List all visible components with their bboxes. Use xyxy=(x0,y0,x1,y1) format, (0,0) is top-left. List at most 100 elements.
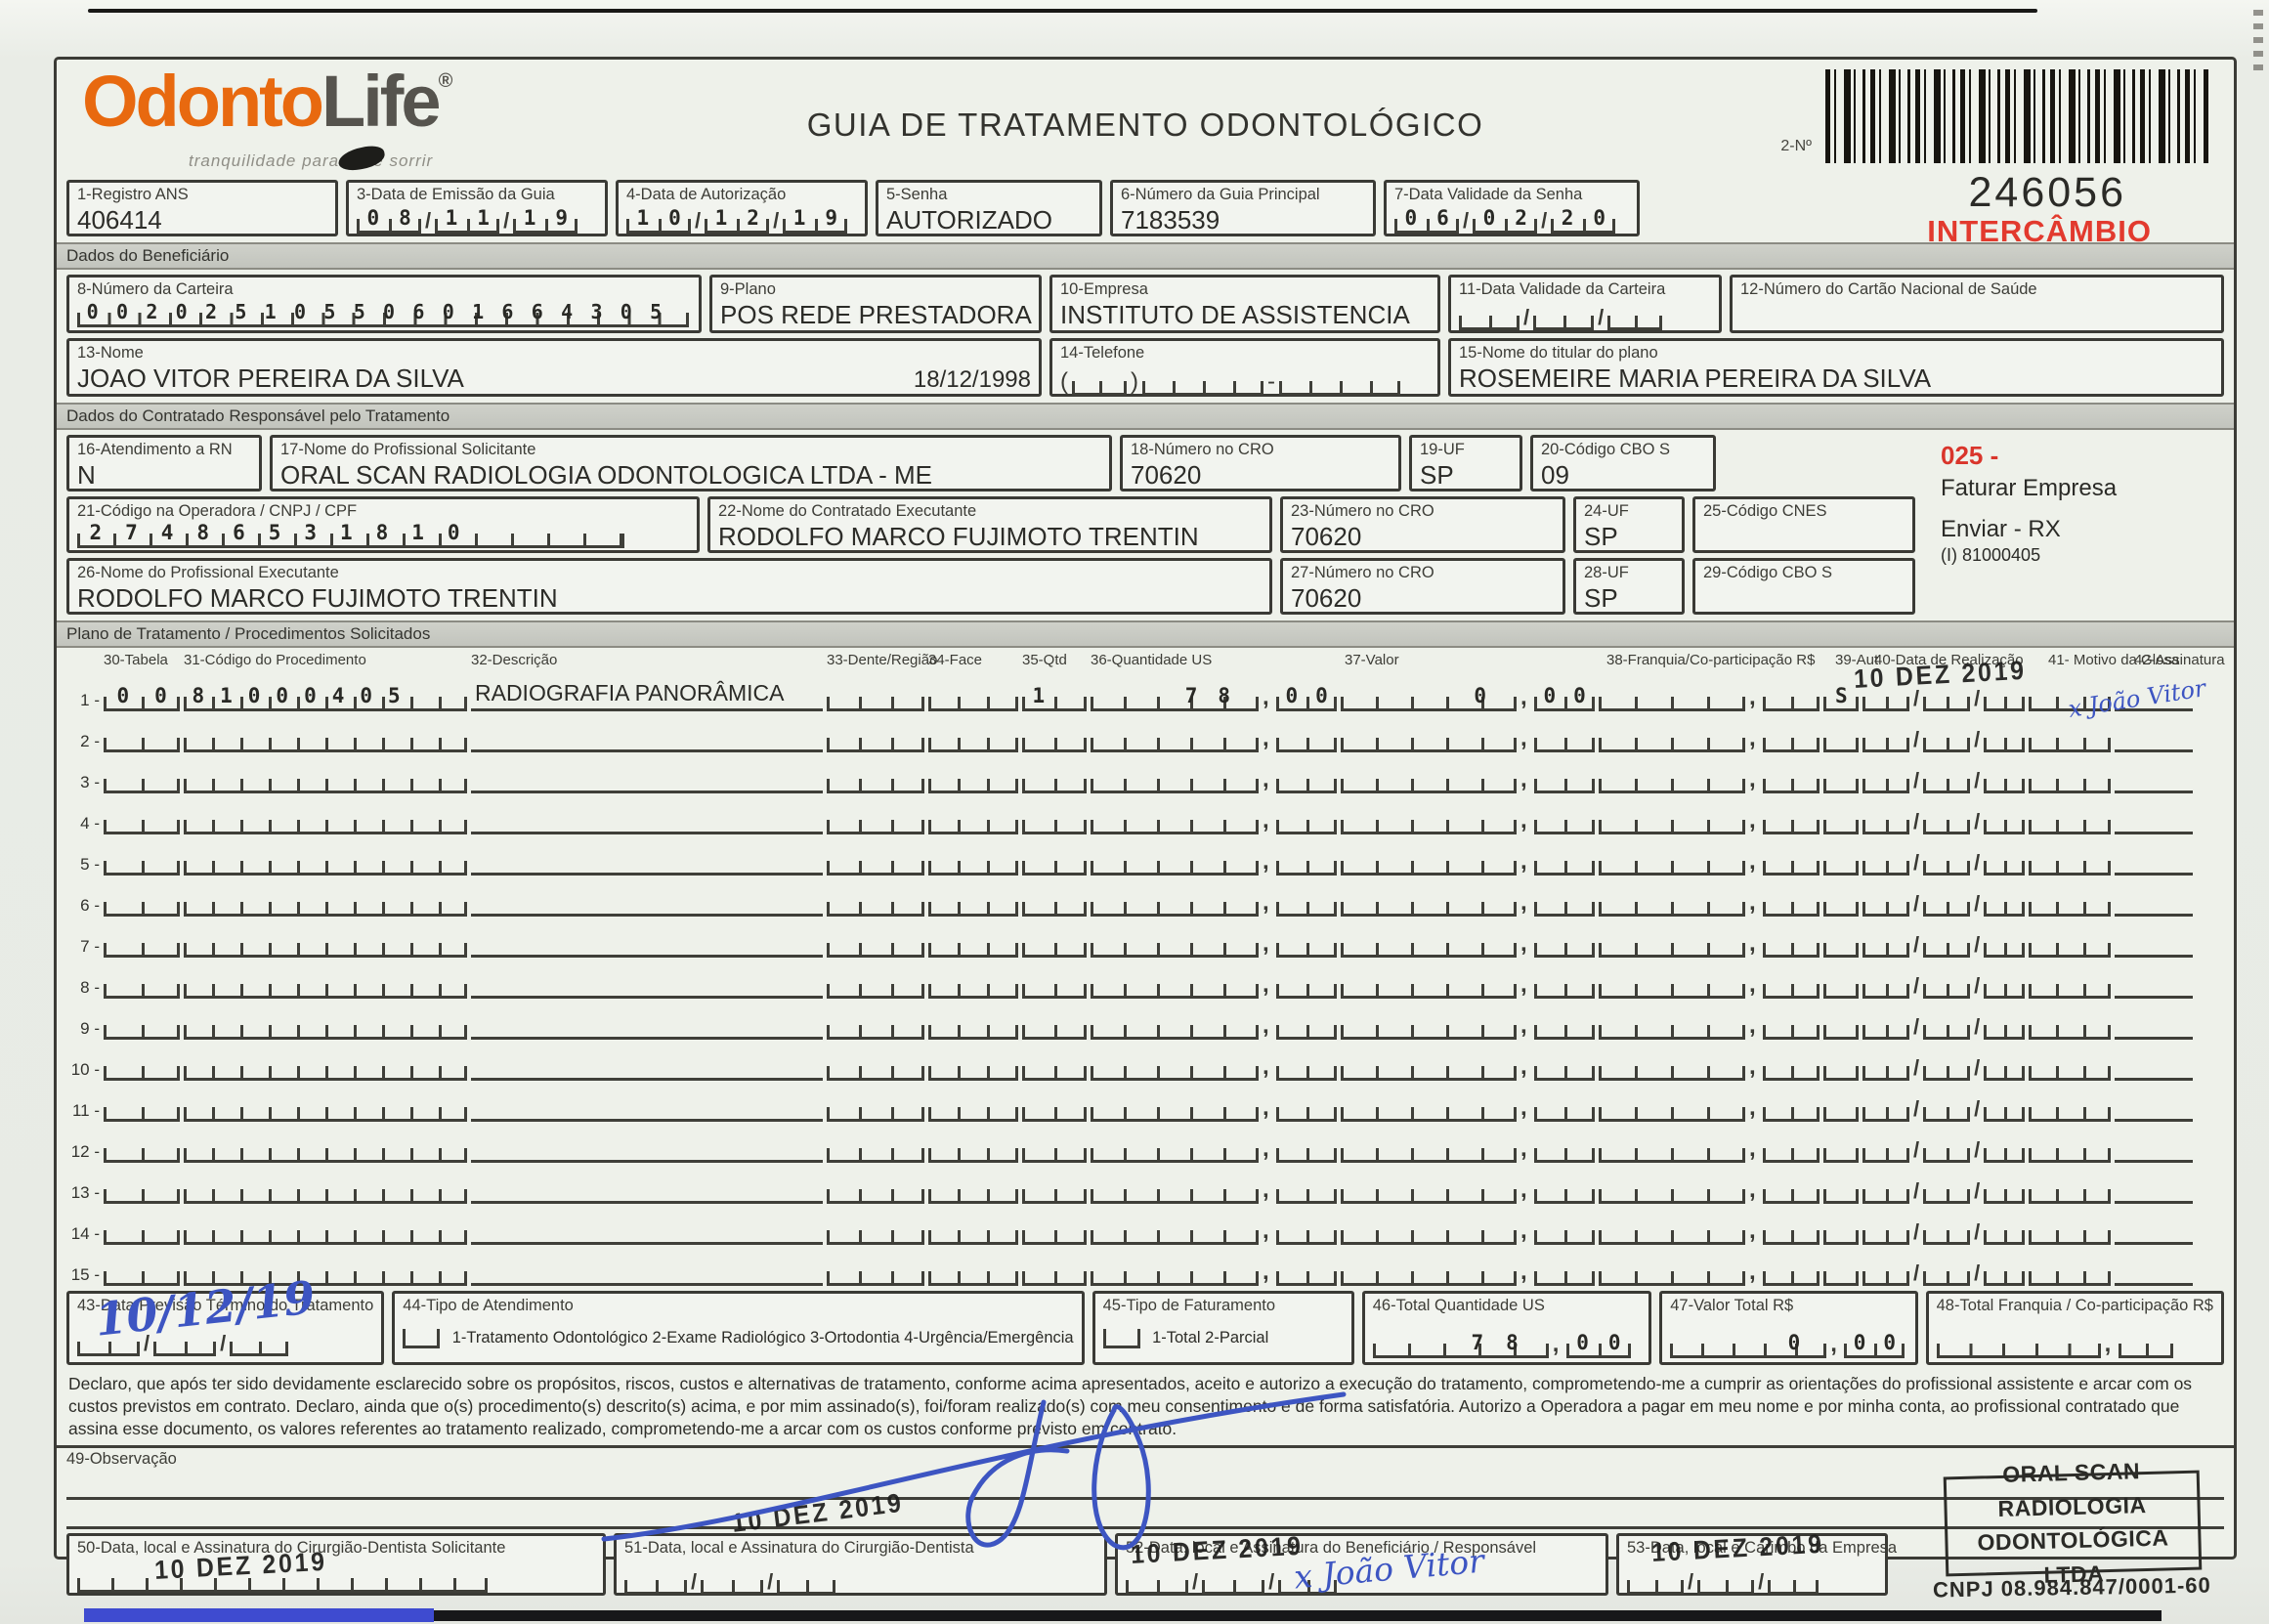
field-telefone: 14-Telefone xyxy=(1049,338,1440,397)
col-face: 34-Face xyxy=(928,652,983,668)
senha-value: AUTORIZADO xyxy=(886,205,1052,235)
field-cro-solicitante: 18-Número no CRO 70620 xyxy=(1120,435,1401,491)
col-franquia: 38-Franquia/Co-participação R$ xyxy=(1606,652,1816,668)
col-qtd: 35-Qtd xyxy=(1022,652,1067,668)
scan-edge-artifact-bottom xyxy=(434,1610,2162,1621)
cro-profissional-value: 70620 xyxy=(1291,583,1362,613)
field-codigo-operadora: 21-Código na Operadora / CNPJ / CPF 2748… xyxy=(66,496,700,553)
totals-row: 43-Data Previsão Término do Tratamento 1… xyxy=(66,1270,2224,1365)
form-header: OdontoLife® tranquilidade para você sorr… xyxy=(57,60,2234,248)
field-uf-solicitante: 19-UF SP xyxy=(1409,435,1522,491)
beneficiario-row-2: 13-Nome JOAO VITOR PEREIRA DA SILVA 18/1… xyxy=(66,338,2224,397)
empresa-value: INSTITUTO DE ASSISTENCIA xyxy=(1060,300,1410,329)
uf-profissional-value: SP xyxy=(1584,583,1618,613)
uf-solicitante-value: SP xyxy=(1420,460,1454,490)
section-dados-beneficiario: Dados do Beneficiário xyxy=(57,242,2234,270)
procedure-row-empty: 3 xyxy=(57,752,2234,793)
procedure-row-empty: 6 xyxy=(57,876,2234,917)
field-data-emissao: 3-Data de Emissão da Guia 08 11 19 xyxy=(346,180,608,236)
registered-mark-icon: ® xyxy=(438,70,453,92)
procedure-row-empty: 8 xyxy=(57,958,2234,999)
observacao-line-1 xyxy=(66,1497,2224,1501)
section-plano-tratamento: Plano de Tratamento / Procedimentos Soli… xyxy=(57,620,2234,648)
company-stamp-line1: ORAL SCAN RADIOLOGIA xyxy=(1997,1458,2147,1521)
stamp-box52: 10 DEZ 2019 xyxy=(1130,1531,1305,1570)
field-empresa: 10-Empresa INSTITUTO DE ASSISTENCIA xyxy=(1049,275,1440,333)
contratado-row-3: 26-Nome do Profissional Executante RODOL… xyxy=(66,558,1982,615)
annotation-line1: Faturar Empresa xyxy=(1941,475,2118,501)
titular-plano-value: ROSEMEIRE MARIA PEREIRA DA SILVA xyxy=(1459,363,1932,393)
observacao-line-2 xyxy=(66,1526,2224,1530)
gto-form: OdontoLife® tranquilidade para você sorr… xyxy=(54,57,2237,1597)
row1-tabela-comb: 00 xyxy=(104,684,180,711)
signature-footer-row: 50-Data, local e Assinatura do Cirurgião… xyxy=(66,1488,2224,1597)
logo-life: Life xyxy=(321,61,442,142)
cbo-solicitante-value: 09 xyxy=(1541,460,1569,490)
header-fields-row: 1-Registro ANS 406414 3-Data de Emissão … xyxy=(66,180,2224,236)
data-autorizacao-combs: 10 12 19 xyxy=(626,206,857,234)
field-assinatura-dentista: 51-Data, local e Assinatura do Cirurgião… xyxy=(614,1488,1107,1597)
scan-edge-artifact-top xyxy=(88,9,2037,13)
procedure-empty-rows: 2 xyxy=(57,711,2234,1286)
procedure-row-empty: 15 xyxy=(57,1245,2234,1286)
atendimento-rn-value: N xyxy=(77,460,96,490)
procedure-row-empty: 5 xyxy=(57,834,2234,876)
logo-odonto: Odonto xyxy=(82,61,324,142)
col-tabela: 30-Tabela xyxy=(104,652,168,668)
field-total-franquia: 48-Total Franquia / Co-participação R$ xyxy=(1925,1291,2224,1365)
field-carimbo-empresa: 53-Data, local e Carimbo da Empresa 10 D… xyxy=(1616,1529,1897,1597)
procedure-row-1: 1 00 81000405 RADIOGRAFIA PANORÂMICA 1 7… xyxy=(57,656,2234,723)
field-guia-principal: 6-Número da Guia Principal 7183539 xyxy=(1110,180,1376,236)
col-valor: 37-Valor xyxy=(1345,652,1399,668)
field-uf-executante: 24-UF SP xyxy=(1573,496,1685,553)
field-uf-profissional: 28-UF SP xyxy=(1573,558,1685,615)
nome-beneficiario-value: JOAO VITOR PEREIRA DA SILVA xyxy=(77,363,464,393)
col-motivo-glosa: 41- Motivo da Glosa xyxy=(2048,652,2180,668)
field-contratado-executante: 22-Nome do Contratado Executante RODOLFO… xyxy=(707,496,1272,553)
section-dados-contratado: Dados do Contratado Responsável pelo Tra… xyxy=(57,403,2234,430)
validade-senha-combs: 06 02 20 xyxy=(1394,206,1629,234)
field-assinatura-beneficiario: 52-Data, local e Assinatura do Beneficiá… xyxy=(1115,1531,1608,1597)
field-observacao: 49-Observação xyxy=(57,1445,2234,1530)
field-senha: 5-Senha AUTORIZADO xyxy=(876,180,1102,236)
annotation-code: 025 - xyxy=(1941,441,1999,470)
contratado-row-2: 21-Código na Operadora / CNPJ / CPF 2748… xyxy=(66,496,1982,553)
field-plano: 9-Plano POS REDE PRESTADORA xyxy=(709,275,1042,333)
procedure-row-empty: 7 xyxy=(57,917,2234,958)
field-cro-profissional: 27-Número no CRO 70620 xyxy=(1280,558,1565,615)
col-codigo: 31-Código do Procedimento xyxy=(184,652,366,668)
field-nome-beneficiario: 13-Nome JOAO VITOR PEREIRA DA SILVA 18/1… xyxy=(66,338,1042,397)
col-assinatura: 42-Assinatura xyxy=(2134,652,2225,668)
col-data-realizacao: 40-Data de Realização xyxy=(1874,652,2024,668)
declaration-text: Declaro, que após ter sido devidamente e… xyxy=(68,1374,2193,1438)
codigo-operadora-comb: 27486531810 xyxy=(77,521,624,548)
field-numero-carteira: 8-Número da Carteira 0020251055060166430… xyxy=(66,275,702,333)
registro-ans-value: 406414 xyxy=(77,205,162,235)
field-titular-plano: 15-Nome do titular do plano ROSEMEIRE MA… xyxy=(1448,338,2224,397)
procedure-row-empty: 14 xyxy=(57,1204,2234,1245)
field-cbo-solicitante: 20-Código CBO S 09 xyxy=(1530,435,1716,491)
procedure-row-empty: 4 xyxy=(57,793,2234,834)
field-previsao-termino: 43-Data Previsão Término do Tratamento 1… xyxy=(66,1270,385,1365)
field-assinatura-solicitante: 50-Data, local e Assinatura do Cirurgião… xyxy=(66,1533,606,1597)
contratado-executante-value: RODOLFO MARCO FUJIMOTO TRENTIN xyxy=(718,522,1199,551)
procedure-row-empty: 9 xyxy=(57,999,2234,1040)
row1-valor-comb: 0 xyxy=(1341,684,1517,711)
procedure-row-empty: 12 xyxy=(57,1122,2234,1163)
field-valor-total: 47-Valor Total R$ 0 00 xyxy=(1659,1291,1918,1365)
scan-edge-artifact-blue xyxy=(84,1608,434,1622)
stamp-box53: 10 DEZ 2019 xyxy=(1650,1529,1825,1568)
barcode xyxy=(1825,69,2208,163)
row1-data-comb: 10 DEZ 2019 xyxy=(1853,656,2027,711)
cro-solicitante-value: 70620 xyxy=(1131,460,1202,490)
field-cnes: 25-Código CNES xyxy=(1692,496,1915,553)
profissional-solicitante-value: ORAL SCAN RADIOLOGIA ODONTOLOGICA LTDA -… xyxy=(280,460,932,490)
odontolife-logo: OdontoLife® xyxy=(82,65,452,138)
field-registro-ans: 1-Registro ANS 406414 xyxy=(66,180,338,236)
guia-principal-value: 7183539 xyxy=(1121,205,1220,235)
row1-quantidade-us-comb: 78 xyxy=(1091,684,1259,711)
annotation-line2: Enviar - RX xyxy=(1941,516,2061,542)
row1-aut-comb: S xyxy=(1823,684,1859,711)
field-cartao-nacional-saude: 12-Número do Cartão Nacional de Saúde xyxy=(1730,275,2224,333)
